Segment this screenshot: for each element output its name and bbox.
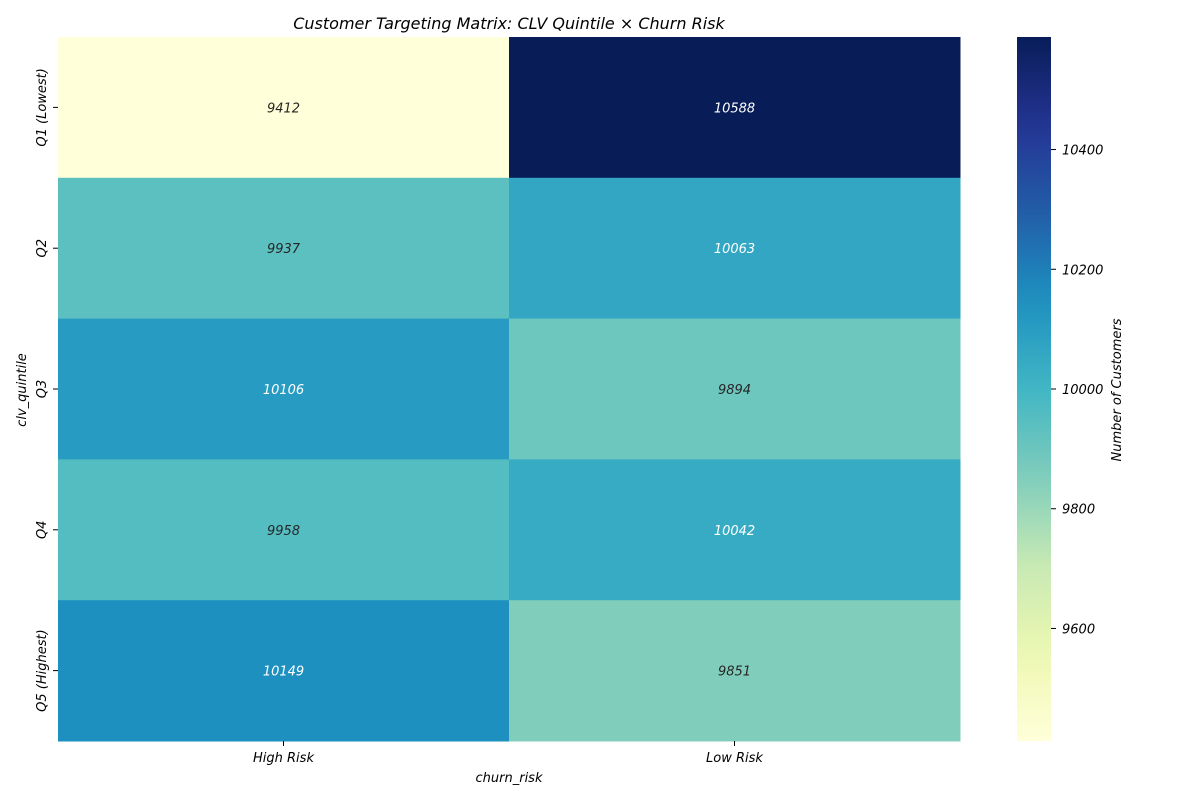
colorbar xyxy=(1017,37,1051,741)
heatmap-cell xyxy=(58,600,510,742)
cell-value-label: 10042 xyxy=(714,524,755,539)
cell-value-label: 9937 xyxy=(267,242,301,257)
heatmap-cell xyxy=(509,37,961,179)
cell-value-label: 9412 xyxy=(267,101,300,116)
heatmap-cell xyxy=(509,318,961,460)
colorbar-tick-label: 10000 xyxy=(1062,383,1103,398)
y-tick-label: Q5 (Highest) xyxy=(35,629,50,712)
heatmap-cell xyxy=(58,177,510,320)
y-axis-label: clv_quintile xyxy=(15,353,30,427)
colorbar-ticks: 9600 9800 10000 10200 10400 xyxy=(1051,144,1103,637)
chart-title: Customer Targeting Matrix: CLV Quintile … xyxy=(293,14,725,33)
x-tick-label: High Risk xyxy=(253,751,314,766)
colorbar-tick-label: 9600 xyxy=(1062,622,1095,637)
cell-value-label: 9958 xyxy=(267,524,300,539)
x-tick-label: Low Risk xyxy=(706,751,763,766)
x-axis-label: churn_risk xyxy=(476,771,543,786)
colorbar-tick-label: 10200 xyxy=(1062,263,1103,278)
heatmap-cells: 9412 10588 9937 10063 10106 9894 9958 10042 1014… xyxy=(58,37,961,742)
heatmap-cell xyxy=(509,177,961,320)
heatmap-cell xyxy=(509,600,961,742)
heatmap-cell xyxy=(58,318,510,460)
colorbar-tick-label: 9800 xyxy=(1062,503,1095,518)
colorbar-tick-label: 10400 xyxy=(1062,144,1103,159)
y-tick-label: Q1 (Lowest) xyxy=(35,68,50,146)
heatmap-cell xyxy=(58,37,510,179)
heatmap-cell xyxy=(509,459,961,601)
cell-value-label: 9894 xyxy=(718,383,751,398)
cell-value-label: 10149 xyxy=(263,665,304,680)
heatmap-cell xyxy=(58,459,510,601)
cell-value-label: 10588 xyxy=(714,101,755,116)
y-tick-label: Q2 xyxy=(35,239,50,258)
y-tick-label: Q3 xyxy=(35,380,50,399)
cell-value-label: 10106 xyxy=(263,383,304,398)
cell-value-label: 9851 xyxy=(718,665,751,680)
y-axis-ticks: Q1 (Lowest) Q2 Q3 Q4 Q5 (Highest) xyxy=(35,68,58,712)
y-tick-label: Q4 xyxy=(35,521,50,540)
x-axis-ticks: High Risk Low Risk xyxy=(253,741,763,766)
cell-value-label: 10063 xyxy=(714,242,755,257)
colorbar-label: Number of Customers xyxy=(1110,318,1125,461)
